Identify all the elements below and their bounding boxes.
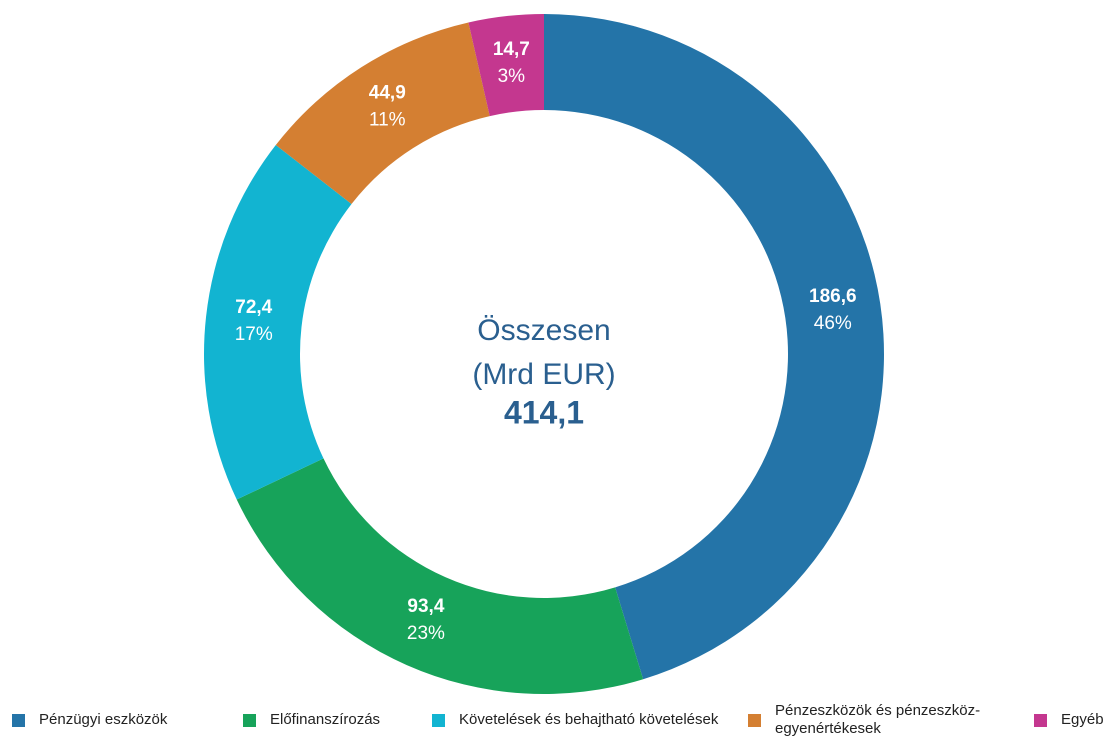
legend-swatch — [243, 714, 256, 727]
value-label: 72,4 — [235, 297, 272, 318]
percentage-label: 46% — [814, 313, 852, 334]
total-label: 414,1 — [504, 394, 584, 430]
chart: 186,6 46% 93,4 23% 72,4 17% 44,9 11% 14,7 3% Össze… — [204, 14, 884, 694]
legend-label: Előfinanszírozás — [270, 711, 381, 728]
value-label: 93,4 — [407, 596, 444, 617]
legend-item: Pénzeszközök és pénzeszköz-egyenértékese… — [748, 702, 1018, 738]
legend-item: Előfinanszírozás — [243, 702, 423, 738]
legend-label: Követelések és behajtható követelések — [459, 711, 719, 728]
percentage-label: 3% — [498, 66, 526, 87]
legend-item: Pénzügyi eszközök — [12, 702, 232, 738]
legend-swatch — [1034, 714, 1047, 727]
percentage-label: 23% — [407, 623, 445, 644]
value-label: 44,9 — [369, 83, 406, 104]
percentage-label: 11% — [369, 110, 406, 131]
percentage-label: 17% — [235, 324, 273, 345]
donut-slice — [275, 22, 490, 205]
legend-label: Pénzügyi eszközök — [39, 711, 168, 728]
legend-item: Egyéb — [1034, 702, 1114, 738]
value-label: 186,6 — [809, 286, 857, 307]
legend-swatch — [432, 714, 445, 727]
legend-label: Egyéb — [1061, 711, 1104, 728]
center-text: Összesen — [477, 314, 610, 347]
value-label: 14,7 — [493, 39, 530, 60]
legend-swatch — [748, 714, 761, 727]
legend-label: Pénzeszközök és pénzeszköz-egyenértékese… — [775, 702, 981, 737]
donut-slice — [236, 458, 644, 694]
center-text: (Mrd EUR) — [472, 358, 615, 391]
donut-slice — [544, 14, 884, 680]
legend-item: Követelések és behajtható követelések — [432, 702, 732, 738]
donut-slice — [468, 14, 544, 117]
legend-swatch — [12, 714, 25, 727]
donut-slice — [204, 145, 352, 500]
